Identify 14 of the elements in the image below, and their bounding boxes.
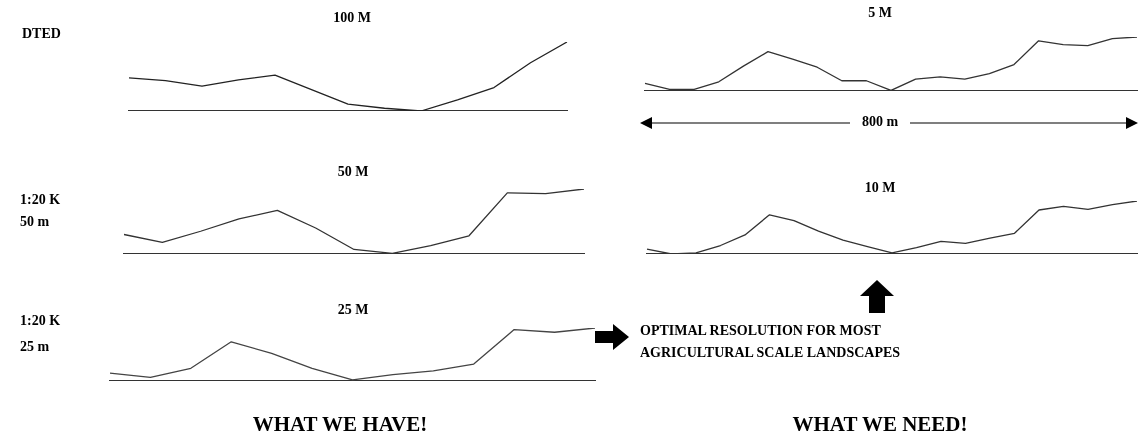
text: WHAT WE HAVE! <box>251 411 429 438</box>
text: 1:20 K <box>20 313 61 329</box>
text: 800 m <box>850 114 910 130</box>
text: 1:20 K <box>20 192 61 208</box>
chart-title: 10 M <box>863 180 897 196</box>
text: 25 m <box>20 339 50 355</box>
text: WHAT WE NEED! <box>791 411 969 438</box>
chart-title: 50 M <box>336 164 370 180</box>
text: OPTIMAL RESOLUTION FOR MOST AGRICULTURAL SCALE LANDSCAPES <box>640 322 902 362</box>
chart-title: 25 M <box>336 302 370 318</box>
text: DTED <box>22 26 61 42</box>
chart-title: 100 M <box>332 10 372 26</box>
text: 50 m <box>20 214 50 230</box>
chart-title: 5 M <box>867 5 893 21</box>
